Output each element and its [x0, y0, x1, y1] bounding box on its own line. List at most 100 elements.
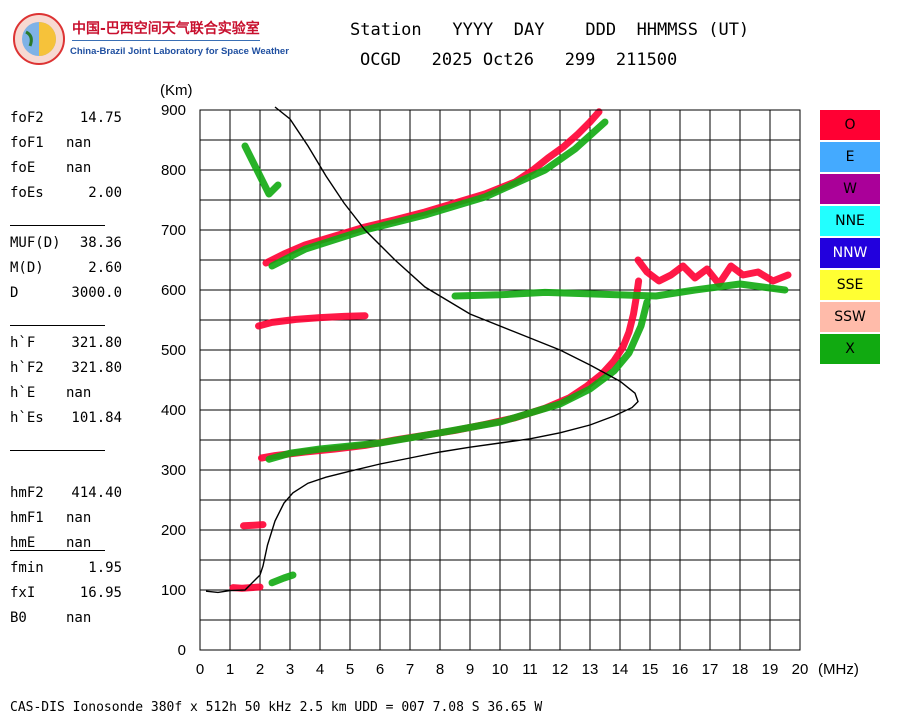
legend-item-e: E [820, 142, 880, 172]
param-value: 2.60 [88, 260, 122, 276]
org-name-en: China-Brazil Joint Laboratory for Space … [70, 46, 289, 57]
x-tick-label: 10 [492, 661, 509, 678]
param-value: 2.00 [88, 185, 122, 201]
y-tick-label: 400 [161, 402, 186, 419]
x-tick-label: 19 [762, 661, 779, 678]
param-key: D [10, 285, 19, 301]
param-value: 321.80 [71, 360, 122, 376]
legend-label: NNE [835, 213, 865, 229]
param-row: foF2 14.75 [10, 110, 122, 126]
legend-label: O [844, 117, 856, 133]
y-tick-label: 700 [161, 222, 186, 239]
legend-item-w: W [820, 174, 880, 204]
org-divider [72, 40, 260, 41]
param-key: foEs [10, 185, 44, 201]
x-tick-label: 17 [702, 661, 719, 678]
legend-item-x: X [820, 334, 880, 364]
param-value: nan [66, 535, 92, 551]
y-tick-label: 600 [161, 282, 186, 299]
param-value: nan [66, 510, 92, 526]
param-row: M(D) 2.60 [10, 260, 122, 276]
param-value: 16.95 [79, 585, 122, 601]
param-key: foF2 [10, 110, 44, 126]
param-key: B0 [10, 610, 27, 626]
y-axis-label: (Km) [160, 82, 193, 99]
x-tick-label: 9 [466, 661, 474, 678]
chart-tick-labels: 0 1 2 3 4 5 6 7 8 9 10 11 12 13 14 15 16 17 18 19 2001002003… [161, 102, 808, 678]
param-separator [10, 450, 105, 451]
legend-item-nnw: NNW [820, 238, 880, 268]
param-row: foEs 2.00 [10, 185, 122, 201]
x-tick-label: 12 [552, 661, 569, 678]
y-tick-label: 500 [161, 342, 186, 359]
param-row: fmin 1.95 [10, 560, 122, 576]
echo-trace-x [268, 571, 297, 587]
x-tick-label: 16 [672, 661, 689, 678]
echo-trace-x [451, 280, 789, 300]
y-tick-label: 0 [178, 642, 186, 659]
param-value: 1.95 [88, 560, 122, 576]
x-tick-label: 8 [436, 661, 444, 678]
x-tick-label: 18 [732, 661, 749, 678]
echo-trace-o [634, 256, 792, 288]
param-row: foF1 nan [10, 135, 122, 151]
echo-trace-x [265, 298, 651, 463]
legend-item-sse: SSE [820, 270, 880, 300]
plot-frame [199, 109, 801, 651]
param-value: 101.84 [71, 410, 122, 426]
param-key: M(D) [10, 260, 44, 276]
param-row: B0 nan [10, 610, 122, 626]
header-labels: Station YYYY DAY DDD HHMMSS (UT) [350, 20, 750, 40]
param-row: MUF(D) 38.36 [10, 235, 122, 251]
x-tick-label: 1 [226, 661, 234, 678]
param-separator [10, 550, 105, 551]
y-tick-label: 900 [161, 102, 186, 119]
param-key: fmin [10, 560, 44, 576]
x-tick-label: 4 [316, 661, 324, 678]
legend-label: X [845, 341, 855, 357]
param-row: hmF1 nan [10, 510, 122, 526]
param-value: 321.80 [71, 335, 122, 351]
param-row: h`E nan [10, 385, 122, 401]
param-key: h`Es [10, 410, 44, 426]
param-row: hmE nan [10, 535, 122, 551]
x-tick-label: 14 [612, 661, 629, 678]
legend-item-nne: NNE [820, 206, 880, 236]
param-key: hmF2 [10, 485, 44, 501]
param-key: hmF1 [10, 510, 44, 526]
chart-echo-traces [229, 108, 792, 592]
x-tick-label: 6 [376, 661, 384, 678]
globe-icon [13, 13, 65, 65]
x-tick-label: 0 [196, 661, 204, 678]
legend-label: SSE [836, 277, 864, 293]
param-row: D 3000.0 [10, 285, 122, 301]
param-row: h`Es 101.84 [10, 410, 122, 426]
instrument-footer: CAS-DIS Ionosonde 380f x 512h 50 kHz 2.5… [10, 700, 543, 715]
header-values: OCGD 2025 Oct26 299 211500 [360, 50, 678, 70]
lab-logo [12, 12, 66, 66]
param-value: nan [66, 160, 92, 176]
param-key: fxI [10, 585, 36, 601]
echo-trace-x [241, 142, 282, 198]
legend-label: W [843, 181, 857, 197]
param-value: 14.75 [79, 110, 122, 126]
echo-trace-o [255, 312, 369, 330]
param-separator [10, 325, 105, 326]
legend-label: SSW [834, 309, 866, 325]
legend-label: E [845, 149, 855, 165]
legend-label: NNW [832, 245, 868, 261]
org-name-cn: 中国-巴西空间天气联合实验室 [72, 21, 260, 37]
profile-line [205, 106, 639, 594]
param-key: h`F2 [10, 360, 44, 376]
echo-trace-o [262, 108, 603, 267]
chart-profile-curve [205, 106, 639, 594]
param-value: nan [66, 610, 92, 626]
x-tick-label: 15 [642, 661, 659, 678]
legend-item-ssw: SSW [820, 302, 880, 332]
param-key: h`E [10, 385, 36, 401]
param-value: 414.40 [71, 485, 122, 501]
param-key: h`F [10, 335, 36, 351]
y-tick-label: 800 [161, 162, 186, 179]
param-key: hmE [10, 535, 36, 551]
